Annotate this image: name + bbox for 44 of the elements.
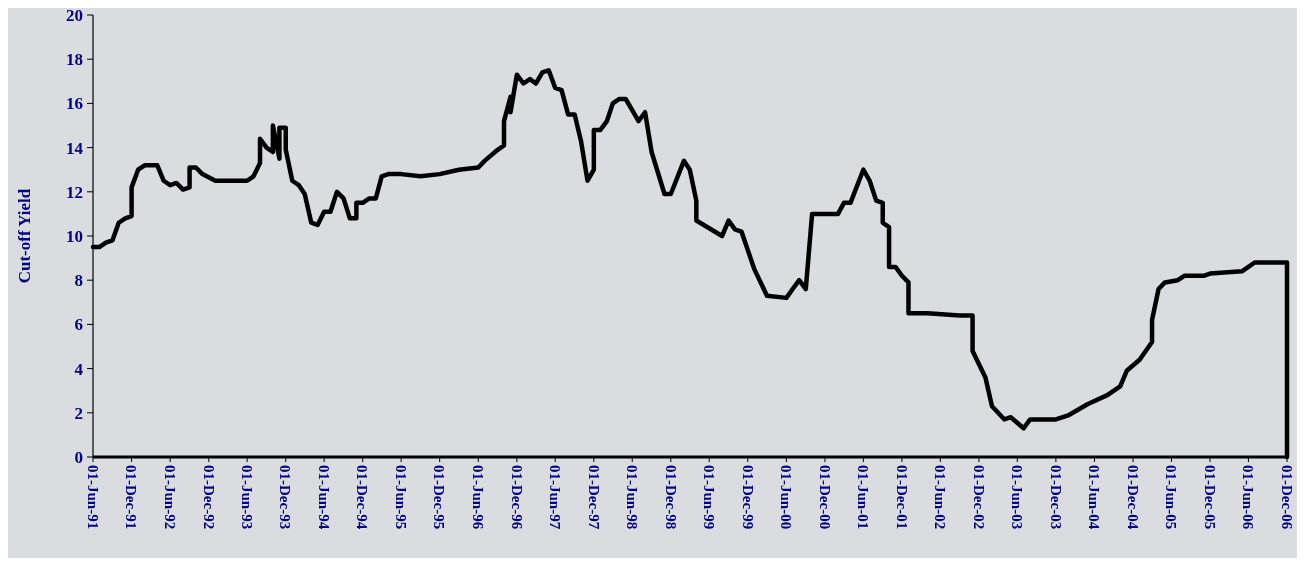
y-tick-label: 8 xyxy=(74,271,83,291)
y-tick-label: 18 xyxy=(66,50,83,70)
x-tick-label: 01-Jun-02 xyxy=(932,465,949,530)
x-tick-label: 01-Dec-04 xyxy=(1124,465,1141,530)
x-tick-label: 01-Dec-95 xyxy=(431,465,448,530)
y-tick-label: 6 xyxy=(74,315,83,335)
x-tick-label: 01-Jun-01 xyxy=(855,465,872,530)
x-tick-label: 01-Jun-97 xyxy=(547,465,563,530)
x-tick-label: 01-Jun-06 xyxy=(1240,465,1257,530)
x-tick-label: 01-Dec-92 xyxy=(200,465,217,530)
x-tick-label: 01-Jun-96 xyxy=(470,465,487,530)
x-tick-label: 01-Jun-98 xyxy=(623,465,640,530)
x-tick-label: 01-Dec-97 xyxy=(585,465,602,530)
y-tick-label: 10 xyxy=(66,226,83,246)
x-tick-label: 01-Jun-04 xyxy=(1086,465,1103,530)
y-tick-label: 4 xyxy=(74,359,84,379)
y-tick-label: 0 xyxy=(74,447,83,467)
y-tick-label: 12 xyxy=(66,182,83,202)
y-tick-label: 2 xyxy=(74,403,83,423)
x-tick-label: 01-Dec-05 xyxy=(1201,465,1218,530)
x-tick-label: 01-Dec-01 xyxy=(893,465,910,530)
x-tick-label: 01-Dec-91 xyxy=(123,465,140,530)
x-tick-label: 01-Jun-93 xyxy=(238,465,255,530)
x-tick-label: 01-Jun-91 xyxy=(84,465,101,530)
x-tick-label: 01-Dec-06 xyxy=(1278,465,1295,530)
x-tick-label: 01-Jun-00 xyxy=(778,465,795,530)
x-tick-label: 01-Dec-02 xyxy=(970,465,987,530)
x-tick-label: 01-Jun-03 xyxy=(1009,465,1026,530)
x-tick-label: 01-Dec-00 xyxy=(816,465,833,530)
x-tick-label: 01-Jun-99 xyxy=(700,465,717,530)
x-tick-label: 01-Dec-03 xyxy=(1047,465,1064,530)
x-tick-label: 01-Jun-92 xyxy=(161,465,178,530)
x-tick-label: 01-Jun-05 xyxy=(1163,465,1180,530)
y-axis-title: Cut-off Yield xyxy=(15,188,34,284)
x-tick-label: 01-Dec-93 xyxy=(277,465,294,530)
x-tick-label: 01-Dec-94 xyxy=(354,465,371,530)
x-tick-label: 01-Dec-96 xyxy=(508,465,525,530)
x-tick-label: 01-Jun-94 xyxy=(315,465,332,530)
y-tick-label: 14 xyxy=(66,138,84,158)
x-tick-label: 01-Jun-95 xyxy=(392,465,409,530)
x-tick-label: 01-Dec-99 xyxy=(739,465,756,530)
y-tick-label: 16 xyxy=(66,94,83,114)
y-tick-label: 20 xyxy=(66,5,83,25)
x-tick-label: 01-Dec-98 xyxy=(662,465,679,530)
